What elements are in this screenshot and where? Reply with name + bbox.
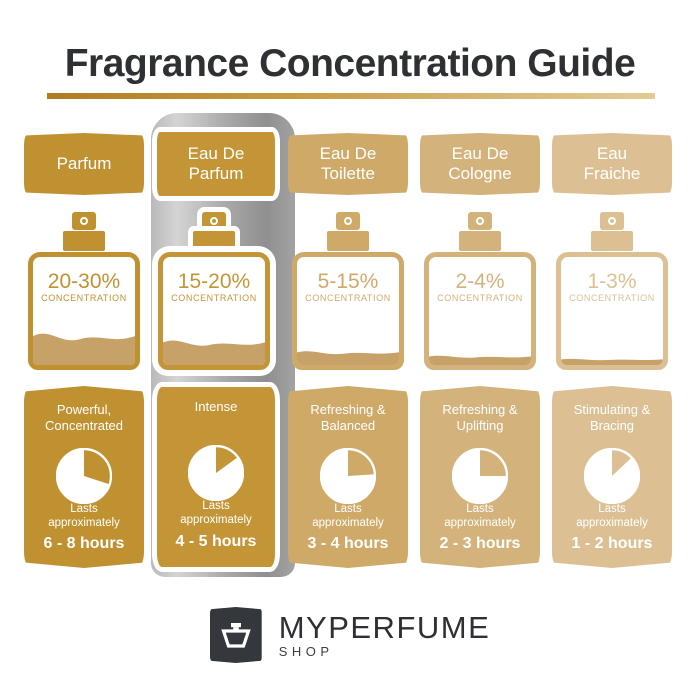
page-title: Fragrance Concentration Guide xyxy=(64,42,636,85)
bottle-spray-cap-icon xyxy=(72,212,96,230)
category-header-eau-de-parfum[interactable]: Eau De Parfum xyxy=(152,127,280,201)
lasts-label: Lasts approximately xyxy=(312,503,384,529)
bottle-nozzle-dot-icon xyxy=(80,217,88,225)
bottle-nozzle-dot-icon xyxy=(344,217,352,225)
lasts-label: Lasts approximately xyxy=(48,503,120,529)
category-header-label: Eau De Cologne xyxy=(448,144,512,183)
concentration-label: CONCENTRATION xyxy=(305,293,391,303)
perfume-bottle-parfum: 20-30% CONCENTRATION xyxy=(24,212,144,372)
perfume-bottle-eau-de-parfum: 15-20% CONCENTRATION xyxy=(154,212,274,372)
category-header-banner: Eau Fraiche xyxy=(552,133,672,195)
duration-value: 3 - 4 hours xyxy=(307,535,389,552)
bottle-body: 5-15% CONCENTRATION xyxy=(292,252,404,370)
category-header-eau-fraiche[interactable]: Eau Fraiche xyxy=(552,133,672,195)
concentration-label: CONCENTRATION xyxy=(171,293,257,303)
title-underline-rule xyxy=(47,93,655,99)
card-descriptor: Stimulating & Bracing xyxy=(573,402,651,433)
brand-wordmark: MYPERFUME SHOP xyxy=(279,611,491,660)
card-descriptor: Refreshing & Balanced xyxy=(310,402,386,433)
category-header-eau-de-cologne[interactable]: Eau De Cologne xyxy=(420,133,540,195)
category-header-banner: Eau De Parfum xyxy=(152,127,280,201)
brand-subtitle: SHOP xyxy=(278,643,334,659)
bottle-neck xyxy=(591,231,633,251)
bottle-liquid-level xyxy=(33,324,135,365)
bottle-nozzle-dot-icon xyxy=(210,217,218,225)
perfume-bottle-eau-de-toilette: 5-15% CONCENTRATION xyxy=(288,212,408,372)
duration-value: 1 - 2 hours xyxy=(571,535,653,552)
longevity-card-eau-fraiche[interactable]: Stimulating & Bracing Lasts approximately… xyxy=(552,386,672,568)
bottle-neck xyxy=(327,231,369,251)
concentration-label: CONCENTRATION xyxy=(41,293,127,303)
perfume-bottle-eau-fraiche: 1-3% CONCENTRATION xyxy=(552,212,672,372)
concentration-value: 20-30% xyxy=(47,270,121,293)
longevity-pie-chart xyxy=(56,448,112,504)
longevity-pie-chart xyxy=(452,448,508,504)
card-descriptor: Refreshing & Uplifting xyxy=(442,402,518,433)
concentration-value: 1-3% xyxy=(587,270,637,293)
longevity-card-eau-de-parfum[interactable]: Intense Lasts approximately 4 - 5 hours xyxy=(152,382,280,572)
bottle-nozzle-dot-icon xyxy=(476,217,484,225)
concentration-label: CONCENTRATION xyxy=(569,293,655,303)
bottle-spray-cap-icon xyxy=(600,212,624,230)
bottle-nozzle-dot-icon xyxy=(608,217,616,225)
bottle-neck xyxy=(193,231,235,251)
bottle-body: 1-3% CONCENTRATION xyxy=(556,252,668,370)
card-descriptor: Intense xyxy=(194,399,238,414)
bottle-body: 15-20% CONCENTRATION xyxy=(158,252,270,370)
card-descriptor: Powerful, Concentrated xyxy=(44,402,124,433)
concentration-value: 15-20% xyxy=(177,270,251,293)
bottle-spray-cap-icon xyxy=(468,212,492,230)
bottle-neck xyxy=(63,231,105,251)
bottle-liquid-level xyxy=(561,357,663,365)
brand-name: MYPERFUME xyxy=(278,609,491,645)
column-eau-de-toilette: Eau De Toilette 5-15% CONCENTRATION Refresh… xyxy=(282,0,414,700)
longevity-pie-chart xyxy=(320,448,376,504)
lasts-label: Lasts approximately xyxy=(576,503,648,529)
category-header-parfum[interactable]: Parfum xyxy=(24,133,144,195)
category-header-banner: Eau De Cologne xyxy=(420,133,540,195)
perfume-bottle-eau-de-cologne: 2-4% CONCENTRATION xyxy=(420,212,540,372)
bottle-body: 2-4% CONCENTRATION xyxy=(424,252,536,370)
duration-value: 6 - 8 hours xyxy=(43,535,125,552)
category-header-label: Eau De Parfum xyxy=(187,144,245,183)
category-header-banner: Parfum xyxy=(24,133,144,195)
bottle-liquid-level xyxy=(429,353,531,365)
category-header-label: Parfum xyxy=(56,154,112,173)
column-eau-de-cologne: Eau De Cologne 2-4% CONCENTRATION Refreshin… xyxy=(414,0,546,700)
lasts-label: Lasts approximately xyxy=(444,503,516,529)
duration-value: 4 - 5 hours xyxy=(175,533,257,550)
category-header-label: Eau Fraiche xyxy=(583,144,641,183)
concentration-value: 5-15% xyxy=(317,270,379,293)
longevity-pie-chart xyxy=(188,445,244,501)
column-eau-de-parfum: Eau De Parfum 15-20% CONCENTRATION Intense L… xyxy=(150,0,282,700)
longevity-card-eau-de-toilette[interactable]: Refreshing & Balanced Lasts approximately… xyxy=(288,386,408,568)
longevity-pie-chart xyxy=(584,448,640,504)
bottle-liquid-level xyxy=(297,347,399,365)
lasts-label: Lasts approximately xyxy=(180,500,252,526)
column-parfum: Parfum 20-30% CONCENTRATION Powerful, Conce… xyxy=(18,0,150,700)
concentration-label: CONCENTRATION xyxy=(437,293,523,303)
bottle-liquid-level xyxy=(163,333,265,365)
column-eau-fraiche: Eau Fraiche 1-3% CONCENTRATION Stimulating … xyxy=(546,0,678,700)
duration-value: 2 - 3 hours xyxy=(439,535,521,552)
bottle-body: 20-30% CONCENTRATION xyxy=(28,252,140,370)
longevity-card-parfum[interactable]: Powerful, Concentrated Lasts approximatel… xyxy=(24,386,144,568)
category-header-label: Eau De Toilette xyxy=(319,144,377,183)
category-header-eau-de-toilette[interactable]: Eau De Toilette xyxy=(288,133,408,195)
longevity-card-eau-de-cologne[interactable]: Refreshing & Uplifting Lasts approximatel… xyxy=(420,386,540,568)
perfume-bottle-logo-icon xyxy=(209,607,262,663)
concentration-value: 2-4% xyxy=(455,270,505,293)
bottle-neck xyxy=(459,231,501,251)
bottle-spray-cap-icon xyxy=(202,212,226,230)
category-header-banner: Eau De Toilette xyxy=(288,133,408,195)
brand-logo: MYPERFUME SHOP xyxy=(0,600,700,670)
bottle-spray-cap-icon xyxy=(336,212,360,230)
